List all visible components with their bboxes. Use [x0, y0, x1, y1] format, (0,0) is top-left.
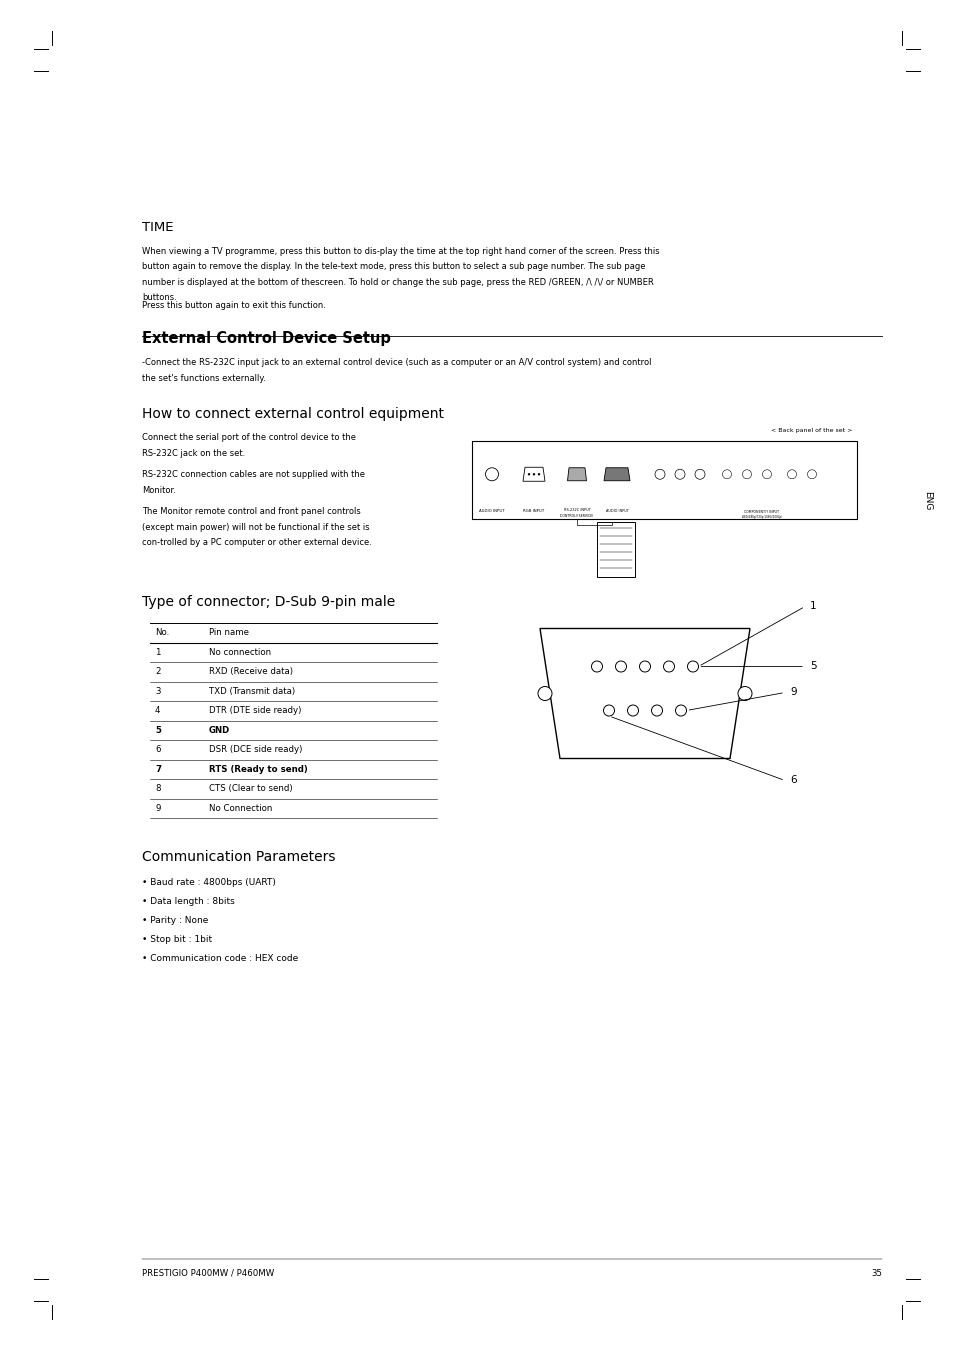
- Polygon shape: [522, 467, 544, 481]
- Text: (480i/480p/720p/1080i/1080p): (480i/480p/720p/1080i/1080p): [740, 515, 781, 519]
- Text: CTS (Clear to send): CTS (Clear to send): [209, 785, 293, 793]
- Text: Monitor.: Monitor.: [142, 486, 175, 494]
- Text: No Connection: No Connection: [209, 804, 273, 813]
- Circle shape: [741, 470, 751, 478]
- Text: External Control Device Setup: External Control Device Setup: [142, 331, 391, 346]
- Circle shape: [537, 686, 552, 701]
- Text: RGB INPUT: RGB INPUT: [523, 509, 544, 513]
- Text: PRESTIGIO P400MW / P460MW: PRESTIGIO P400MW / P460MW: [142, 1269, 274, 1278]
- Circle shape: [532, 473, 535, 476]
- Text: 9: 9: [154, 804, 160, 813]
- Text: Pin name: Pin name: [209, 628, 249, 638]
- Text: RS-232C connection cables are not supplied with the: RS-232C connection cables are not suppli…: [142, 470, 365, 480]
- Text: 7: 7: [154, 765, 161, 774]
- Circle shape: [695, 469, 704, 480]
- Text: DTR (DTE side ready): DTR (DTE side ready): [209, 707, 301, 716]
- Text: No.: No.: [154, 628, 169, 638]
- Text: • Data length : 8bits: • Data length : 8bits: [142, 897, 234, 907]
- Polygon shape: [603, 467, 629, 481]
- Circle shape: [662, 661, 674, 671]
- Text: 2: 2: [154, 667, 160, 677]
- Text: RXD (Receive data): RXD (Receive data): [209, 667, 293, 677]
- Circle shape: [786, 470, 796, 478]
- Text: TXD (Transmit data): TXD (Transmit data): [209, 688, 294, 696]
- Polygon shape: [539, 628, 749, 758]
- Text: Connect the serial port of the control device to the: Connect the serial port of the control d…: [142, 434, 355, 443]
- Text: (except main power) will not be functional if the set is: (except main power) will not be function…: [142, 523, 369, 532]
- Text: 3: 3: [154, 688, 160, 696]
- Circle shape: [651, 705, 661, 716]
- Text: (CONTROL)(SERVICE): (CONTROL)(SERVICE): [559, 513, 594, 517]
- Bar: [597, 523, 635, 577]
- Circle shape: [738, 686, 751, 701]
- Text: AUDIO INPUT: AUDIO INPUT: [605, 509, 628, 513]
- Text: 5: 5: [809, 662, 816, 671]
- Text: GND: GND: [209, 725, 230, 735]
- Text: 6: 6: [154, 746, 160, 754]
- Text: 9: 9: [789, 688, 796, 697]
- Polygon shape: [567, 467, 586, 481]
- Circle shape: [627, 705, 638, 716]
- Circle shape: [537, 473, 539, 476]
- Text: number is displayed at the bottom of thescreen. To hold or change the sub page, : number is displayed at the bottom of the…: [142, 278, 653, 286]
- Circle shape: [675, 469, 684, 480]
- Text: Communication Parameters: Communication Parameters: [142, 851, 335, 865]
- Circle shape: [591, 661, 602, 671]
- Text: The Monitor remote control and front panel controls: The Monitor remote control and front pan…: [142, 508, 360, 516]
- Text: 1: 1: [154, 648, 160, 657]
- Text: When viewing a TV programme, press this button to dis-play the time at the top r: When viewing a TV programme, press this …: [142, 247, 659, 255]
- Text: con-trolled by a PC computer or other external device.: con-trolled by a PC computer or other ex…: [142, 539, 372, 547]
- Circle shape: [687, 661, 698, 671]
- Text: -Connect the RS-232C input jack to an external control device (such as a compute: -Connect the RS-232C input jack to an ex…: [142, 358, 651, 367]
- Text: DSR (DCE side ready): DSR (DCE side ready): [209, 746, 302, 754]
- Text: 1: 1: [809, 601, 816, 612]
- Text: • Stop bit : 1bit: • Stop bit : 1bit: [142, 935, 212, 944]
- Circle shape: [527, 473, 530, 476]
- Text: 6: 6: [789, 775, 796, 785]
- Text: • Parity : None: • Parity : None: [142, 916, 208, 925]
- Text: COMPONENT/Y INPUT: COMPONENT/Y INPUT: [743, 509, 779, 513]
- Text: RS-232C jack on the set.: RS-232C jack on the set.: [142, 449, 245, 458]
- Text: the set's functions externally.: the set's functions externally.: [142, 374, 266, 382]
- Text: AUDIO INPUT: AUDIO INPUT: [478, 509, 504, 513]
- Text: Type of connector; D-Sub 9-pin male: Type of connector; D-Sub 9-pin male: [142, 596, 395, 609]
- Circle shape: [615, 661, 626, 671]
- Text: 35: 35: [870, 1269, 882, 1278]
- Circle shape: [675, 705, 686, 716]
- Circle shape: [806, 470, 816, 478]
- Text: How to connect external control equipment: How to connect external control equipmen…: [142, 408, 443, 422]
- Text: 8: 8: [154, 785, 160, 793]
- Text: Press this button again to exit this function.: Press this button again to exit this fun…: [142, 301, 326, 311]
- Circle shape: [485, 467, 498, 481]
- Bar: [472, 442, 856, 520]
- Circle shape: [655, 469, 664, 480]
- Text: < Back panel of the set >: < Back panel of the set >: [770, 428, 851, 434]
- Text: RTS (Ready to send): RTS (Ready to send): [209, 765, 308, 774]
- Circle shape: [721, 470, 731, 478]
- Circle shape: [639, 661, 650, 671]
- Text: RS-232C INPUT: RS-232C INPUT: [563, 508, 590, 512]
- Text: TIME: TIME: [142, 222, 173, 234]
- Circle shape: [603, 705, 614, 716]
- Text: 5: 5: [154, 725, 161, 735]
- Text: 4: 4: [154, 707, 160, 716]
- Text: buttons.: buttons.: [142, 293, 176, 303]
- Text: button again to remove the display. In the tele-text mode, press this button to : button again to remove the display. In t…: [142, 262, 645, 272]
- Text: No connection: No connection: [209, 648, 271, 657]
- Circle shape: [761, 470, 771, 478]
- Text: • Communication code : HEX code: • Communication code : HEX code: [142, 955, 298, 963]
- Text: ENG: ENG: [923, 492, 931, 511]
- Text: • Baud rate : 4800bps (UART): • Baud rate : 4800bps (UART): [142, 878, 275, 888]
